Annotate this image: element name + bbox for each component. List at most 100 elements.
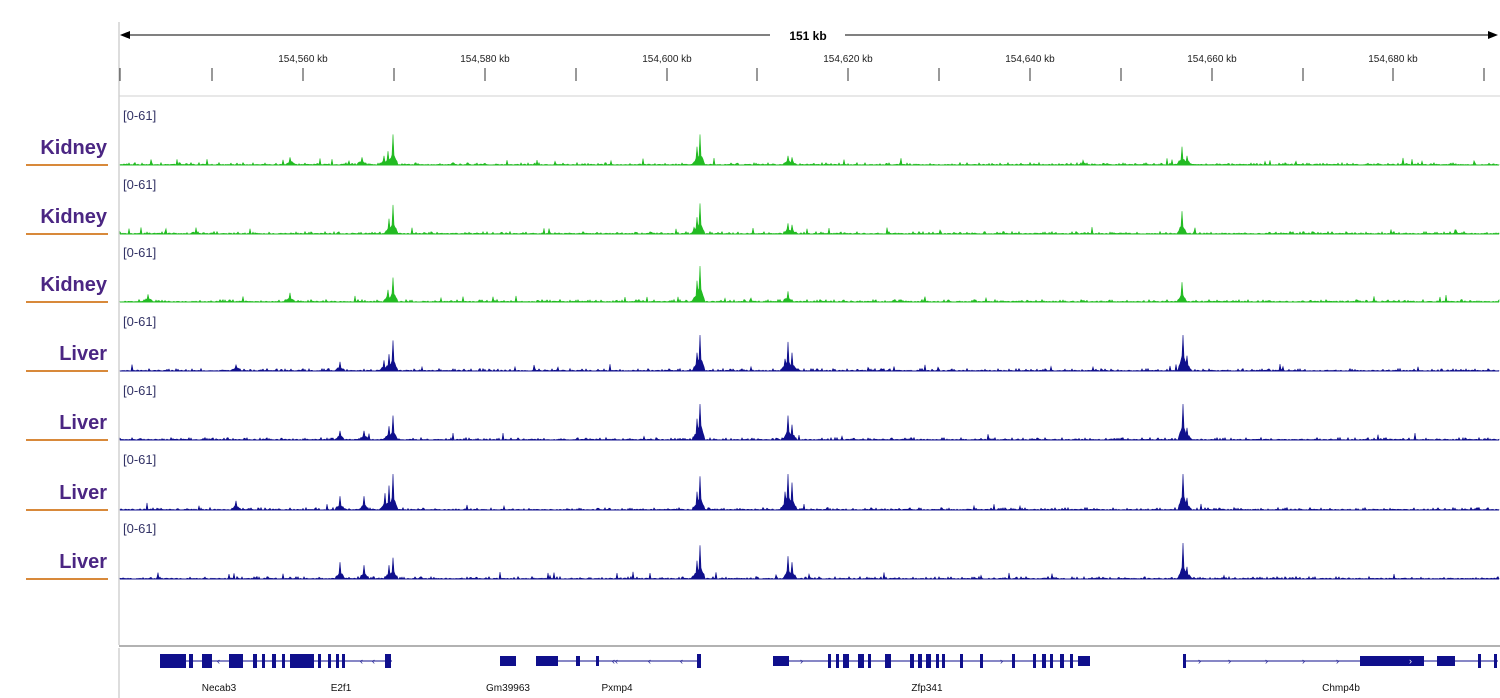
gene-exon (596, 656, 599, 666)
track-label-liver-3: Liver (59, 482, 107, 504)
strand-arrow-icon: › (1336, 656, 1339, 666)
ruler-tick-label: 154,580 kb (460, 54, 510, 65)
gene-name: E2f1 (331, 683, 352, 694)
ruler-tick-label: 154,640 kb (1005, 54, 1055, 65)
gene-exon (189, 654, 193, 668)
gene-exon (1494, 654, 1497, 668)
gene-exon (1437, 656, 1455, 666)
gene-exon (336, 654, 339, 668)
strand-arrow-icon: › (1000, 656, 1003, 666)
gene-name: Zfp341 (911, 683, 943, 694)
data-range-label: [0-61] (123, 314, 157, 329)
track-label-kidney-3: Kidney (40, 274, 107, 296)
label-underline (26, 578, 108, 580)
gene-exon (1050, 654, 1053, 668)
label-underline (26, 370, 108, 372)
coverage-track-5 (119, 403, 1500, 442)
span-arrow-right-icon (1488, 31, 1498, 39)
ruler-tick-label: 154,560 kb (278, 54, 328, 65)
gene-track: ‹ ‹ ‹ ‹‹ ‹ ‹ (160, 654, 1498, 668)
track-label-kidney-1: Kidney (40, 137, 107, 159)
gene-exon (960, 654, 963, 668)
coverage-tracks (119, 134, 1500, 581)
coverage-track-3 (119, 265, 1500, 303)
strand-arrow-icon: › (1409, 656, 1412, 666)
gene-exon (253, 654, 257, 668)
gene-exon (843, 654, 849, 668)
label-underline (26, 301, 108, 303)
gene-exon (1060, 654, 1064, 668)
label-underline (26, 439, 108, 441)
strand-arrow-icon: ‹ (217, 656, 220, 666)
data-range-label: [0-61] (123, 245, 157, 260)
gene-exon (1078, 656, 1090, 666)
gene-exon (1183, 654, 1186, 668)
gene-exon (1478, 654, 1481, 668)
strand-arrow-icon: › (800, 656, 803, 666)
label-underline (26, 164, 108, 166)
gene-exon (282, 654, 285, 668)
gene-exon (1042, 654, 1046, 668)
strand-arrow-icon: › (1302, 656, 1305, 666)
coverage-track-2 (119, 203, 1500, 235)
gene-name: Necab3 (202, 683, 237, 694)
strand-arrow-icon: ‹ (680, 656, 683, 666)
gene-exon (697, 654, 701, 668)
gene-exon (858, 654, 864, 668)
ruler-tick-label: 154,660 kb (1187, 54, 1237, 65)
gene-exon (926, 654, 931, 668)
gene-exon (918, 654, 922, 668)
strand-arrow-icon: › (1265, 656, 1268, 666)
strand-arrow-icon: › (1228, 656, 1231, 666)
gene-exon (202, 654, 212, 668)
gene-exon (229, 654, 243, 668)
gene-exon (773, 656, 789, 666)
gene-exon (290, 654, 314, 668)
gene-exon (980, 654, 983, 668)
gene-exon (910, 654, 914, 668)
span-arrow-left-icon (120, 31, 130, 39)
track-label-liver-2: Liver (59, 412, 107, 434)
strand-arrow-icon: ‹ (372, 656, 375, 666)
gene-exon (385, 654, 391, 668)
gene-exon (868, 654, 871, 668)
strand-arrow-icon: ‹ (360, 656, 363, 666)
gene-exon (942, 654, 945, 668)
gene-name: Chmp4b (1322, 683, 1360, 694)
gene-exon (885, 654, 891, 668)
coverage-track-7 (119, 542, 1500, 581)
data-range-label: [0-61] (123, 383, 157, 398)
track-label-liver-1: Liver (59, 343, 107, 365)
gene-exon (328, 654, 331, 668)
ruler-tick-label: 154,680 kb (1368, 54, 1418, 65)
data-range-label: [0-61] (123, 521, 157, 536)
data-range-label: [0-61] (123, 452, 157, 467)
gene-exon (262, 654, 265, 668)
gene-exon (1033, 654, 1036, 668)
gene-exon (1070, 654, 1073, 668)
gene-exon (160, 654, 186, 668)
gene-exon (536, 656, 558, 666)
gene-exon (318, 654, 321, 668)
gene-name: Pxmp4 (601, 683, 633, 694)
ruler-tick-label: 154,620 kb (823, 54, 873, 65)
strand-arrow-icon: ‹ (648, 656, 651, 666)
track-label-kidney-2: Kidney (40, 206, 107, 228)
track-label-liver-4: Liver (59, 551, 107, 573)
label-underline (26, 509, 108, 511)
strand-arrow-icon: › (1198, 656, 1201, 666)
gene-exon (828, 654, 831, 668)
coverage-track-6 (119, 473, 1500, 511)
gene-exon (576, 656, 580, 666)
gene-exon (936, 654, 939, 668)
coverage-track-4 (119, 334, 1500, 372)
gene-name: Gm39963 (486, 683, 530, 694)
gene-exon (836, 654, 839, 668)
ruler: 151 kb 154,560 kb 154,580 kb 154,600 kb … (119, 29, 1498, 81)
strand-arrow-icon: ‹‹ (612, 656, 618, 666)
gene-exon (500, 656, 516, 666)
gene-exon (342, 654, 345, 668)
gene-exon (1360, 656, 1424, 666)
